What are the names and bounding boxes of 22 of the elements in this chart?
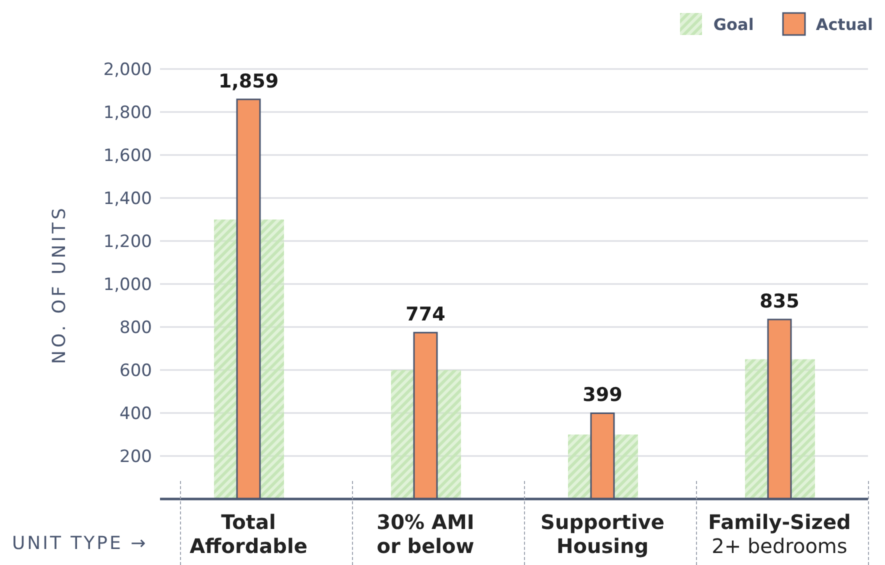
y-tick-label: 2,000: [103, 60, 152, 80]
y-tick-label: 200: [120, 447, 152, 468]
x-tick-label: Family-Sized 2+ bedrooms: [708, 510, 851, 558]
y-tick-label: 600: [120, 361, 152, 382]
data-label: 835: [760, 290, 800, 312]
data-label: 774: [406, 304, 446, 326]
y-tick-label: 400: [120, 404, 152, 424]
legend-label: Actual: [816, 14, 873, 34]
y-axis-title: NO. OF UNITS: [48, 204, 70, 364]
y-tick-label: 1,200: [103, 232, 152, 252]
data-label: 1,859: [218, 70, 279, 92]
x-tick-label: Total Affordable: [190, 510, 308, 558]
legend-label: Goal: [713, 14, 754, 34]
y-tick-label: 1,600: [103, 146, 152, 166]
y-tick-label: 1,400: [103, 189, 152, 210]
x-tick-label: Supportive Housing: [540, 510, 664, 558]
data-label: 399: [582, 384, 622, 406]
y-tick-label: 1,000: [103, 275, 152, 296]
x-tick-label: 30% AMI or below: [376, 510, 474, 558]
y-tick-label: 1,800: [103, 103, 152, 124]
y-tick-label: 800: [120, 318, 152, 338]
x-axis-title: UNIT TYPE →: [12, 533, 148, 554]
